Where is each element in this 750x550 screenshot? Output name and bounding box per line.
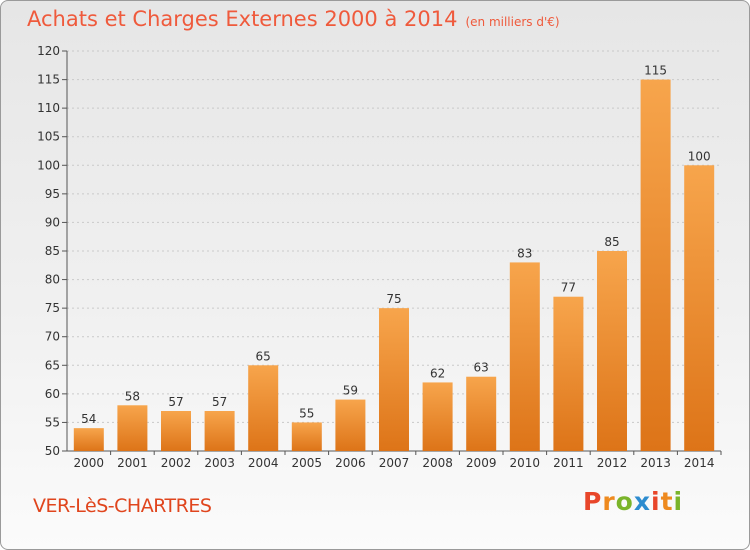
chart-unit: (en milliers d'€) — [465, 15, 560, 29]
bar — [73, 428, 104, 451]
bar — [204, 411, 235, 451]
bar — [379, 308, 409, 451]
data-label: 85 — [604, 235, 619, 249]
data-label: 55 — [299, 406, 314, 420]
y-tick-label: 75 — [45, 301, 60, 315]
y-tick-label: 90 — [45, 215, 60, 229]
bar — [684, 165, 715, 452]
x-tick-label: 2011 — [553, 456, 584, 470]
chart-title: Achats et Charges Externes 2000 à 2014 (e… — [27, 7, 560, 31]
data-label: 62 — [430, 366, 445, 380]
y-tick-label: 85 — [45, 244, 60, 258]
y-tick-label: 100 — [37, 158, 60, 172]
x-tick-label: 2014 — [684, 456, 715, 470]
x-tick-label: 2010 — [510, 456, 541, 470]
x-tick-label: 2009 — [466, 456, 497, 470]
logo-letter: P — [583, 487, 603, 516]
y-tick-label: 60 — [45, 387, 60, 401]
y-tick-label: 105 — [37, 130, 60, 144]
x-tick-label: 2013 — [640, 456, 671, 470]
x-tick-label: 2007 — [379, 456, 410, 470]
y-tick-label: 65 — [45, 358, 60, 372]
data-label: 77 — [561, 281, 576, 295]
bar — [248, 365, 279, 451]
bar — [291, 422, 322, 451]
bar — [466, 376, 497, 451]
x-tick-label: 2005 — [292, 456, 323, 470]
data-label: 63 — [474, 361, 489, 375]
data-label: 100 — [688, 149, 711, 163]
chart-title-text: Achats et Charges Externes 2000 à 2014 — [27, 7, 458, 31]
bar — [597, 251, 627, 451]
bar — [422, 382, 453, 451]
bar — [640, 79, 671, 452]
x-tick-label: 2004 — [248, 456, 279, 470]
data-label: 83 — [517, 246, 532, 260]
data-label: 75 — [386, 292, 401, 306]
bar — [117, 405, 148, 451]
bar — [335, 399, 366, 451]
data-label: 57 — [168, 395, 183, 409]
logo-letter: r — [602, 487, 616, 516]
logo-letter: i — [651, 487, 661, 516]
x-tick-label: 2008 — [422, 456, 453, 470]
city-name: VER-LèS-CHARTRES — [33, 495, 212, 517]
data-label: 115 — [644, 64, 667, 78]
data-label: 58 — [125, 389, 140, 403]
y-tick-label: 50 — [45, 444, 60, 458]
data-label: 65 — [256, 349, 271, 363]
bar — [161, 411, 191, 451]
x-tick-label: 2012 — [597, 456, 628, 470]
y-tick-label: 110 — [37, 101, 60, 115]
logo-letter: t — [660, 487, 674, 516]
bar — [509, 262, 540, 451]
data-label: 57 — [212, 395, 227, 409]
bar — [553, 296, 584, 451]
y-tick-label: 55 — [45, 415, 60, 429]
x-tick-label: 2001 — [117, 456, 148, 470]
logo-letter: o — [615, 487, 634, 516]
data-label: 54 — [81, 412, 96, 426]
y-tick-label: 120 — [37, 44, 60, 58]
x-tick-label: 2000 — [74, 456, 105, 470]
y-tick-label: 115 — [37, 73, 60, 87]
x-tick-label: 2003 — [204, 456, 235, 470]
y-tick-label: 80 — [45, 273, 60, 287]
data-label: 59 — [343, 384, 358, 398]
y-tick-label: 70 — [45, 330, 60, 344]
x-tick-label: 2002 — [161, 456, 192, 470]
logo-letter: i — [673, 487, 684, 516]
proxiti-logo: Proxiti — [583, 487, 683, 516]
x-tick-label: 2006 — [335, 456, 366, 470]
logo-letter: x — [633, 487, 651, 516]
y-tick-label: 95 — [45, 187, 60, 201]
